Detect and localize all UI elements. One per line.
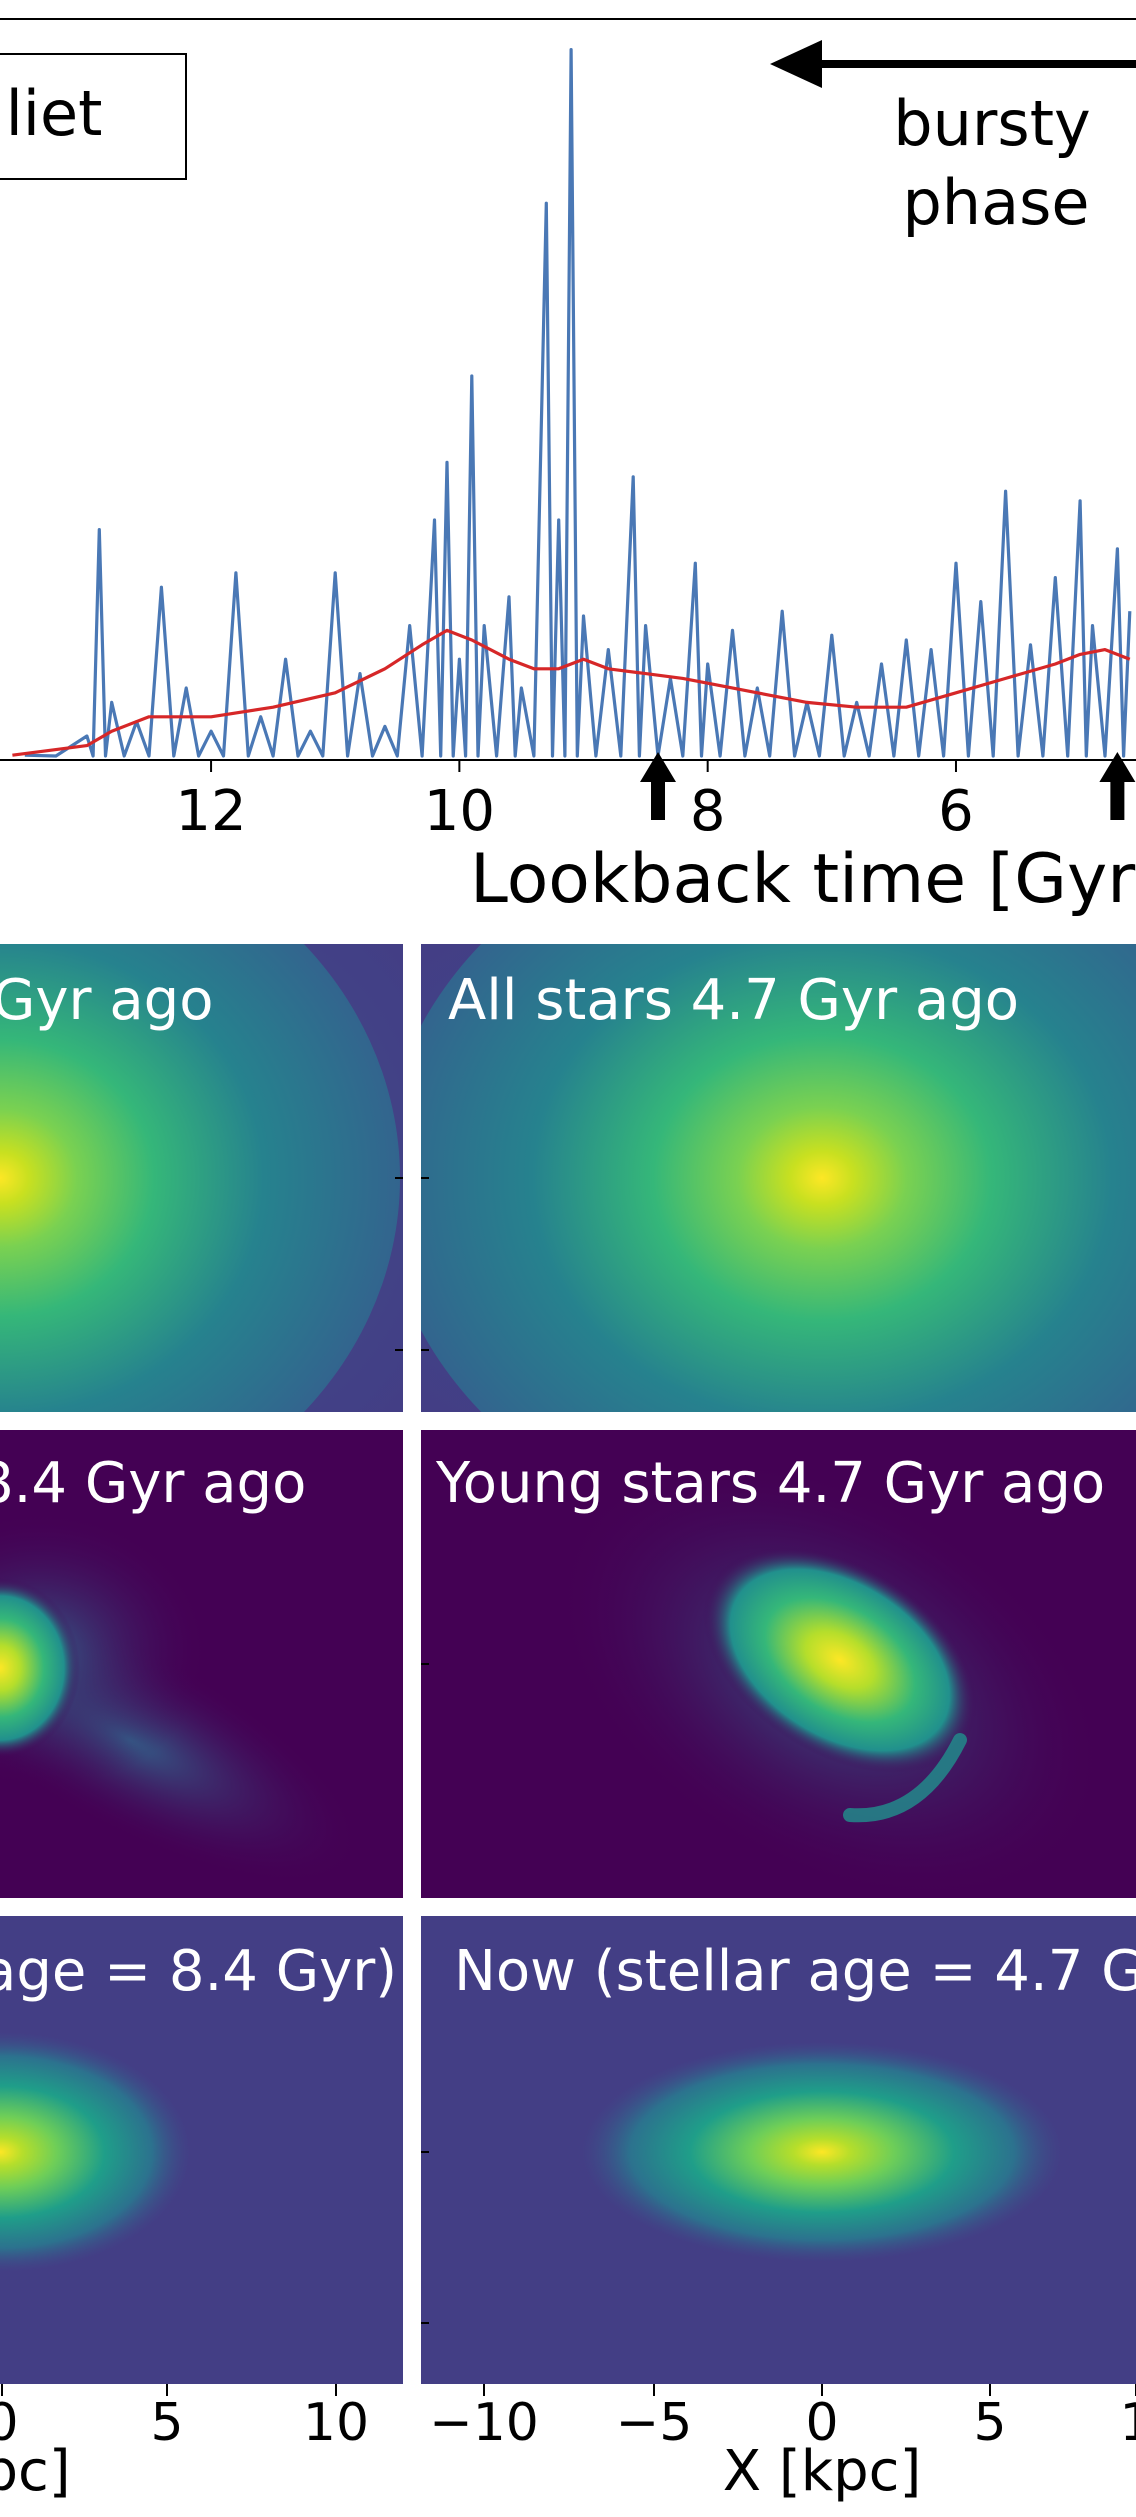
left-x-tick-label: 0 — [0, 2393, 19, 2453]
marker-up-arrow-icon — [1099, 752, 1136, 820]
right-x-label: X [kpc] — [723, 2439, 922, 2504]
sfh-series-bursty — [24, 48, 1132, 758]
panel-row1-left: Gyr ago — [0, 944, 403, 1412]
left-x-tick-label: 10 — [303, 2393, 369, 2453]
bursty-line-1: bursty — [893, 87, 1090, 160]
sfh-x-label: Lookback time [Gyr] — [470, 840, 1136, 919]
panel-row3-right-title: Now (stellar age = 4.7 Gy — [454, 1939, 1136, 2004]
panel-row1-right-title: All stars 4.7 Gyr ago — [448, 968, 1019, 1033]
sfh-x-tick-label: 12 — [175, 779, 246, 844]
panel-row2-left-title: 8.4 Gyr ago — [0, 1451, 306, 1516]
panel-inner-ticks — [395, 1177, 429, 2324]
panel-row2-left: 8.4 Gyr ago — [0, 1430, 403, 1898]
sfh-series-smooth — [12, 628, 1131, 757]
bursty-arrow-head-icon — [770, 40, 822, 88]
panel-row3-left: age = 8.4 Gyr) — [0, 1916, 403, 2384]
panel-row1-right: All stars 4.7 Gyr ago — [421, 944, 1136, 1412]
panel-row3-left-title: age = 8.4 Gyr) — [0, 1939, 397, 2004]
right-x-tick-label: 0 — [805, 2393, 838, 2453]
left-x-label: X [kpc] — [0, 2439, 71, 2504]
image-x-ticks: 0 5 10 −10 −5 0 5 1 — [0, 2384, 1136, 2453]
sfh-x-tick-label: 8 — [690, 779, 726, 844]
sfh-panel: 12 10 8 6 Juliet bursty phase Lookback time… — [0, 18, 1136, 919]
bursty-line-2: phase — [902, 166, 1089, 239]
sfh-markers — [640, 752, 1136, 820]
left-x-tick-label: 5 — [150, 2393, 183, 2453]
right-x-tick-label: −5 — [616, 2393, 693, 2453]
sfh-x-tick-label: 10 — [424, 779, 495, 844]
spiral-arm-tail — [843, 1733, 967, 1823]
panel-row1-left-title: Gyr ago — [0, 968, 213, 1033]
legend-box: Juliet — [0, 53, 187, 180]
right-x-tick-label: 5 — [973, 2393, 1006, 2453]
marker-up-arrow-icon — [640, 752, 677, 820]
panel-row2-right: Young stars 4.7 Gyr ago — [421, 1430, 1136, 1898]
sfh-x-ticks: 12 10 8 6 — [175, 760, 974, 844]
sfh-x-tick-label: 6 — [938, 779, 974, 844]
panel-row3-right: Now (stellar age = 4.7 Gy — [421, 1916, 1136, 2384]
right-x-tick-label: −10 — [429, 2393, 539, 2453]
right-x-tick-label: 1 — [1119, 2393, 1136, 2453]
bursty-annotation: bursty phase — [770, 40, 1136, 239]
legend-label: Juliet — [0, 77, 103, 150]
panel-row2-right-title: Young stars 4.7 Gyr ago — [435, 1451, 1105, 1516]
